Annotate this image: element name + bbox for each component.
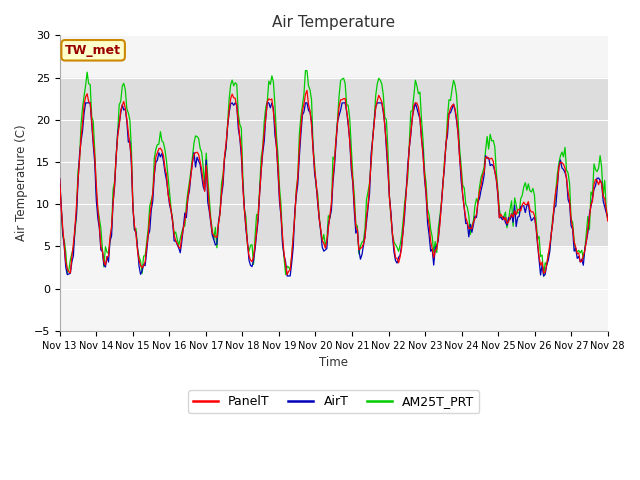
PanelT	[237, 146, 245, 152]
AM25T_PRT	[219, 172, 227, 178]
PanelT	[604, 218, 612, 224]
PanelT	[284, 272, 291, 277]
Title: Air Temperature: Air Temperature	[272, 15, 396, 30]
AirT	[82, 100, 90, 106]
Text: TW_met: TW_met	[65, 44, 121, 57]
AirT	[125, 139, 132, 145]
AM25T_PRT	[237, 125, 245, 131]
Y-axis label: Air Temperature (C): Air Temperature (C)	[15, 125, 28, 241]
Line: AM25T_PRT: AM25T_PRT	[60, 71, 608, 276]
AM25T_PRT	[123, 106, 131, 111]
AirT	[299, 112, 307, 118]
PanelT	[219, 176, 227, 182]
PanelT	[56, 176, 63, 181]
Legend: PanelT, AirT, AM25T_PRT: PanelT, AirT, AM25T_PRT	[188, 390, 479, 413]
AM25T_PRT	[604, 216, 612, 222]
Line: PanelT: PanelT	[60, 90, 608, 275]
AM25T_PRT	[56, 180, 63, 186]
AM25T_PRT	[577, 250, 584, 256]
X-axis label: Time: Time	[319, 356, 348, 369]
Line: AirT: AirT	[60, 103, 608, 276]
AM25T_PRT	[296, 132, 303, 137]
AM25T_PRT	[301, 68, 309, 73]
AirT	[56, 176, 63, 181]
AirT	[248, 264, 256, 269]
PanelT	[577, 259, 584, 264]
PanelT	[246, 257, 254, 263]
PanelT	[303, 87, 311, 93]
AirT	[604, 214, 612, 220]
PanelT	[123, 116, 131, 122]
AM25T_PRT	[246, 242, 254, 248]
AirT	[284, 273, 291, 279]
PanelT	[297, 124, 305, 130]
AM25T_PRT	[540, 274, 547, 279]
AirT	[577, 259, 584, 265]
AirT	[239, 182, 246, 188]
Bar	[60, 78, 608, 246]
AirT	[221, 156, 228, 161]
